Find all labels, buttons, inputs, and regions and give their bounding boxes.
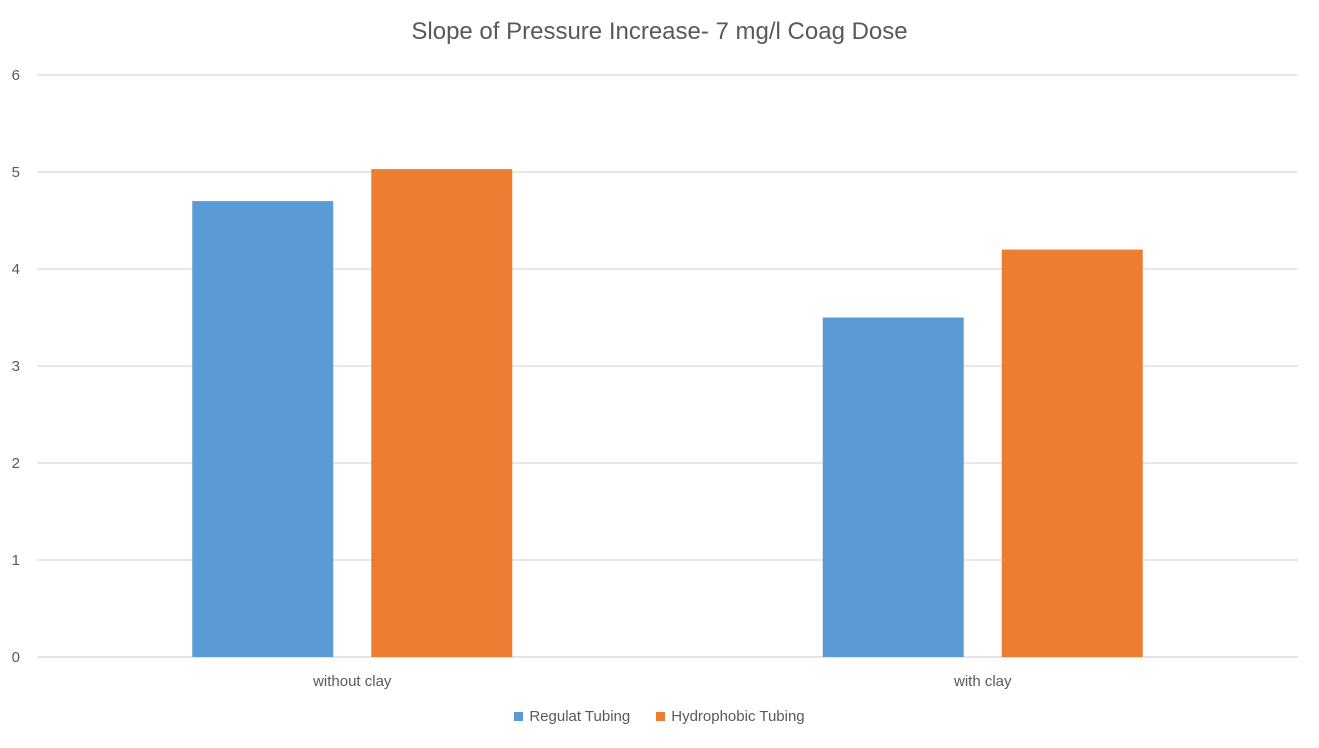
y-tick-label: 5 (12, 164, 20, 181)
bar-hydrophobic-with-clay (1001, 249, 1143, 657)
y-tick-label: 0 (12, 649, 20, 666)
y-tick-label: 6 (12, 67, 20, 84)
legend: Regulat Tubing Hydrophobic Tubing (0, 708, 1319, 725)
chart-title: Slope of Pressure Increase- 7 mg/l Coag … (411, 18, 908, 45)
legend-item: Hydrophobic Tubing (656, 708, 805, 725)
y-tick-label: 3 (12, 358, 20, 375)
legend-swatch (656, 712, 666, 721)
legend-label: Hydrophobic Tubing (671, 708, 805, 725)
y-tick-label: 4 (12, 261, 20, 278)
bars (192, 169, 1143, 657)
bar-hydrophobic-without-clay (371, 169, 513, 657)
y-axis-ticks: 0 1 2 3 4 5 6 (12, 67, 20, 666)
legend-label: Regulat Tubing (529, 708, 631, 725)
bar-regular-without-clay (192, 201, 334, 657)
y-tick-label: 1 (12, 552, 20, 569)
x-axis-ticks: without clay with clay (312, 673, 1012, 690)
y-tick-label: 2 (12, 455, 20, 472)
legend-item: Regulat Tubing (514, 708, 630, 725)
legend-swatch (514, 712, 524, 721)
x-tick-label: without clay (312, 673, 392, 690)
x-tick-label: with clay (953, 673, 1012, 690)
bar-regular-with-clay (822, 317, 964, 657)
